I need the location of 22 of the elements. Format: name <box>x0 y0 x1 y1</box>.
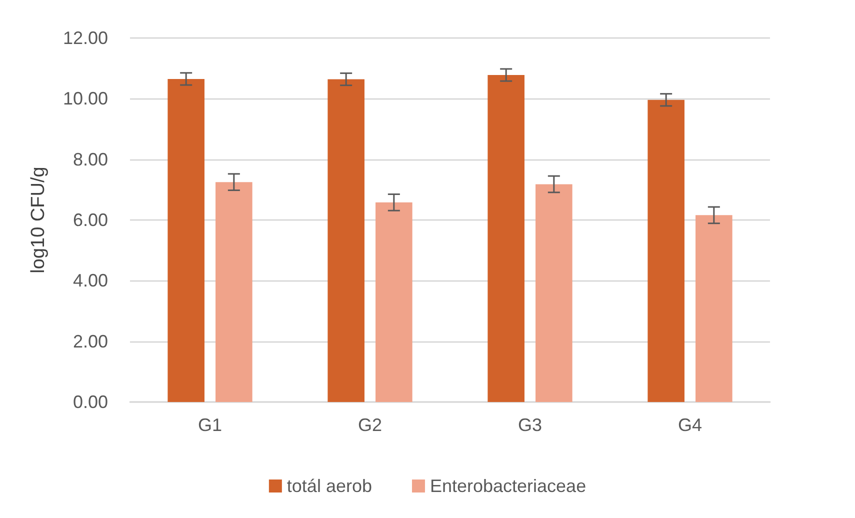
legend-label: totál aerob <box>286 476 372 496</box>
x-tick-label: G3 <box>518 415 542 435</box>
bar <box>328 79 364 402</box>
bar <box>168 78 204 402</box>
y-tick-label: 2.00 <box>72 331 108 352</box>
y-tick-label: 0.00 <box>72 392 108 412</box>
x-tick-label: G2 <box>358 415 382 435</box>
y-axis-title: log10 CFU/g <box>28 166 49 274</box>
bar <box>488 75 524 402</box>
x-tick-label: G4 <box>678 415 702 435</box>
bar <box>216 182 252 402</box>
bar <box>376 202 412 402</box>
bar <box>648 100 684 402</box>
bar <box>696 215 732 402</box>
y-tick-label: 12.00 <box>62 28 108 48</box>
y-tick-label: 10.00 <box>62 88 108 109</box>
legend-label: Enterobacteriaceae <box>430 476 586 496</box>
bar <box>536 184 572 402</box>
y-tick-label: 8.00 <box>72 149 108 170</box>
y-tick-label: 4.00 <box>72 270 108 291</box>
x-tick-label: G1 <box>198 415 222 435</box>
y-tick-label: 6.00 <box>72 210 108 230</box>
